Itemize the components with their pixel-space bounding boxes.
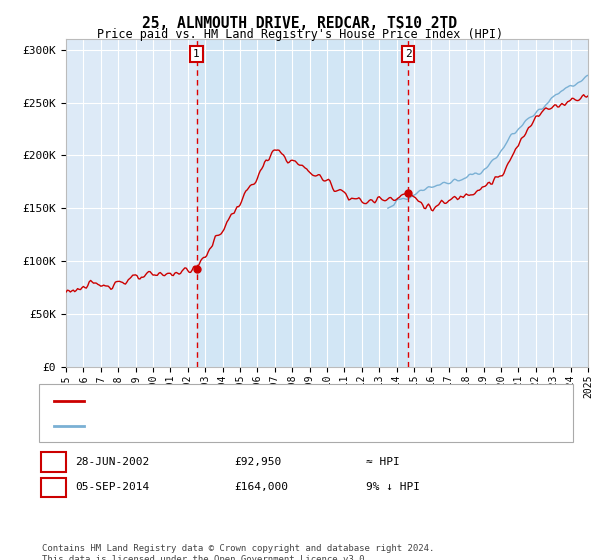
Text: £92,950: £92,950 [234, 457, 281, 467]
Text: HPI: Average price, detached house, Redcar and Cleveland: HPI: Average price, detached house, Redc… [90, 421, 440, 431]
Text: Price paid vs. HM Land Registry's House Price Index (HPI): Price paid vs. HM Land Registry's House … [97, 28, 503, 41]
Text: ≈ HPI: ≈ HPI [366, 457, 400, 467]
Text: 25, ALNMOUTH DRIVE, REDCAR, TS10 2TD: 25, ALNMOUTH DRIVE, REDCAR, TS10 2TD [143, 16, 458, 31]
Text: 2: 2 [405, 49, 412, 59]
Bar [197, 39, 408, 367]
Text: 1: 1 [50, 455, 57, 469]
Text: 9% ↓ HPI: 9% ↓ HPI [366, 482, 420, 492]
Text: 05-SEP-2014: 05-SEP-2014 [75, 482, 149, 492]
Text: 25, ALNMOUTH DRIVE, REDCAR, TS10 2TD (detached house): 25, ALNMOUTH DRIVE, REDCAR, TS10 2TD (de… [90, 396, 421, 407]
Text: Contains HM Land Registry data © Crown copyright and database right 2024.
This d: Contains HM Land Registry data © Crown c… [42, 544, 434, 560]
Text: 2: 2 [50, 480, 57, 494]
Text: £164,000: £164,000 [234, 482, 288, 492]
Text: 1: 1 [193, 49, 200, 59]
Text: 28-JUN-2002: 28-JUN-2002 [75, 457, 149, 467]
